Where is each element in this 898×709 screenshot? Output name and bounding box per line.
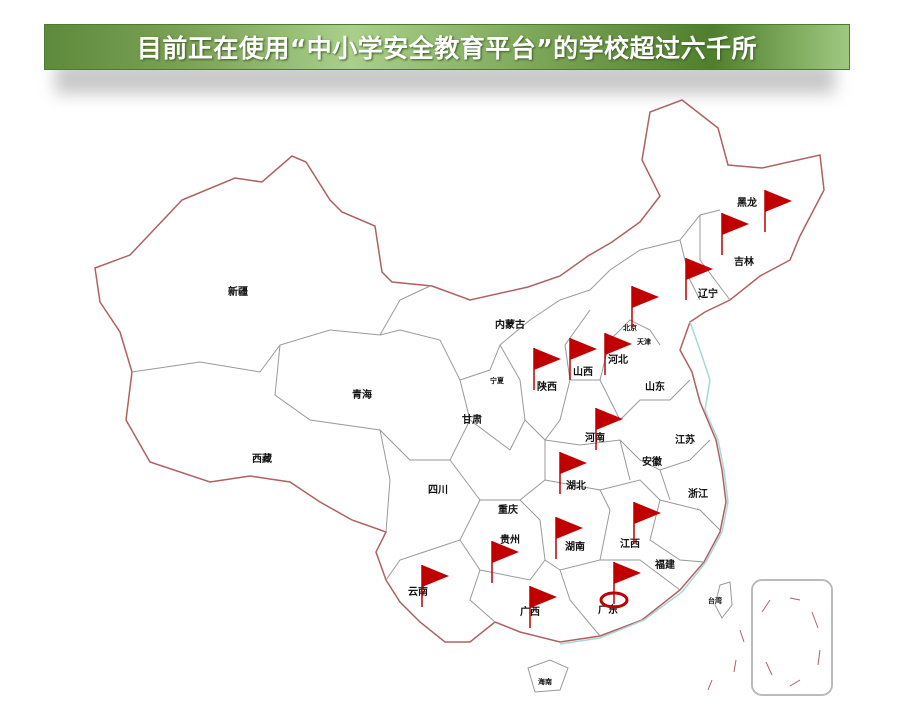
label-shandong: 山东 [645, 380, 665, 393]
flag-icon [634, 502, 661, 524]
flag-icon [530, 586, 557, 608]
flag-liaoning [685, 258, 713, 300]
flag-shaanxi [533, 348, 561, 390]
flag-icon [614, 562, 641, 584]
label-jiangsu: 江苏 [675, 433, 695, 446]
flag-hebei [604, 333, 632, 375]
flag-icon [596, 408, 623, 430]
label-gansu: 甘肃 [462, 413, 482, 426]
flag-icon [570, 338, 597, 360]
flag-henan [595, 408, 623, 450]
flag-icon [605, 333, 632, 355]
flag-icon [765, 190, 792, 212]
label-taiwan: 台湾 [708, 596, 722, 605]
south-china-sea-inset [751, 579, 833, 696]
label-guizhou: 贵州 [500, 533, 520, 546]
flag-guizhou [491, 541, 519, 583]
label-hebei: 河北 [608, 353, 628, 366]
label-shaanxi: 陕西 [537, 380, 557, 393]
label-anhui: 安徽 [642, 455, 663, 468]
flag-jiangxi [633, 502, 661, 544]
flag-hubei [559, 452, 587, 494]
flag-icon [560, 452, 587, 474]
flag-shanxi [569, 338, 597, 380]
coastline [559, 321, 729, 645]
flag-icon [722, 213, 749, 235]
label-henan: 河南 [585, 431, 605, 444]
label-hubei: 湖北 [566, 479, 586, 492]
flag-icon [686, 258, 713, 280]
flag-icon [492, 541, 519, 563]
label-chongqing: 重庆 [498, 503, 518, 516]
flag-hunan [555, 517, 583, 559]
flag-jilin [721, 213, 749, 255]
label-jiangxi: 江西 [620, 537, 640, 550]
flag-guangxi [529, 586, 557, 628]
flag-beijing [631, 286, 659, 328]
label-ningxia: 宁夏 [490, 376, 505, 385]
label-shanxi: 山西 [573, 365, 593, 378]
province-borders [131, 209, 731, 637]
flag-markers [421, 190, 792, 628]
label-sichuan: 四川 [428, 484, 448, 496]
flag-heilongjiang [764, 190, 792, 232]
label-heilongjiang: 黑龙 [737, 196, 757, 209]
hainan-island [527, 659, 569, 693]
page-title: 目前正在使用“中小学安全教育平台”的学校超过六千所 [136, 34, 758, 63]
label-qinghai: 青海 [352, 388, 372, 401]
province-labels: 新疆 西藏 青海 甘肃 内蒙古 宁夏 陕西 山西 河北 北京 天津 山东 河南 … [228, 196, 757, 686]
label-jilin: 吉林 [734, 255, 755, 268]
flag-icon [422, 565, 449, 587]
label-fujian: 福建 [654, 558, 676, 571]
flag-guangdong [599, 562, 641, 609]
label-hunan: 湖南 [565, 540, 585, 553]
label-zhejiang: 浙江 [688, 487, 708, 500]
label-xinjiang: 新疆 [228, 285, 248, 298]
label-hainan: 海南 [538, 677, 552, 686]
taiwan-island [714, 581, 733, 619]
label-neimenggu: 内蒙古 [495, 318, 525, 331]
label-tianjin: 天津 [637, 337, 651, 346]
nine-dash-line [707, 597, 821, 691]
flag-icon [556, 517, 583, 539]
title-banner: 目前正在使用“中小学安全教育平台”的学校超过六千所 [44, 24, 850, 70]
country-outline [94, 99, 825, 643]
label-liaoning: 辽宁 [698, 287, 718, 300]
label-xizang: 西藏 [252, 452, 272, 465]
flag-icon [534, 348, 561, 370]
label-beijing: 北京 [623, 323, 637, 332]
flag-icon [632, 286, 659, 308]
flag-yunnan [421, 565, 449, 607]
label-yunnan: 云南 [408, 585, 428, 598]
